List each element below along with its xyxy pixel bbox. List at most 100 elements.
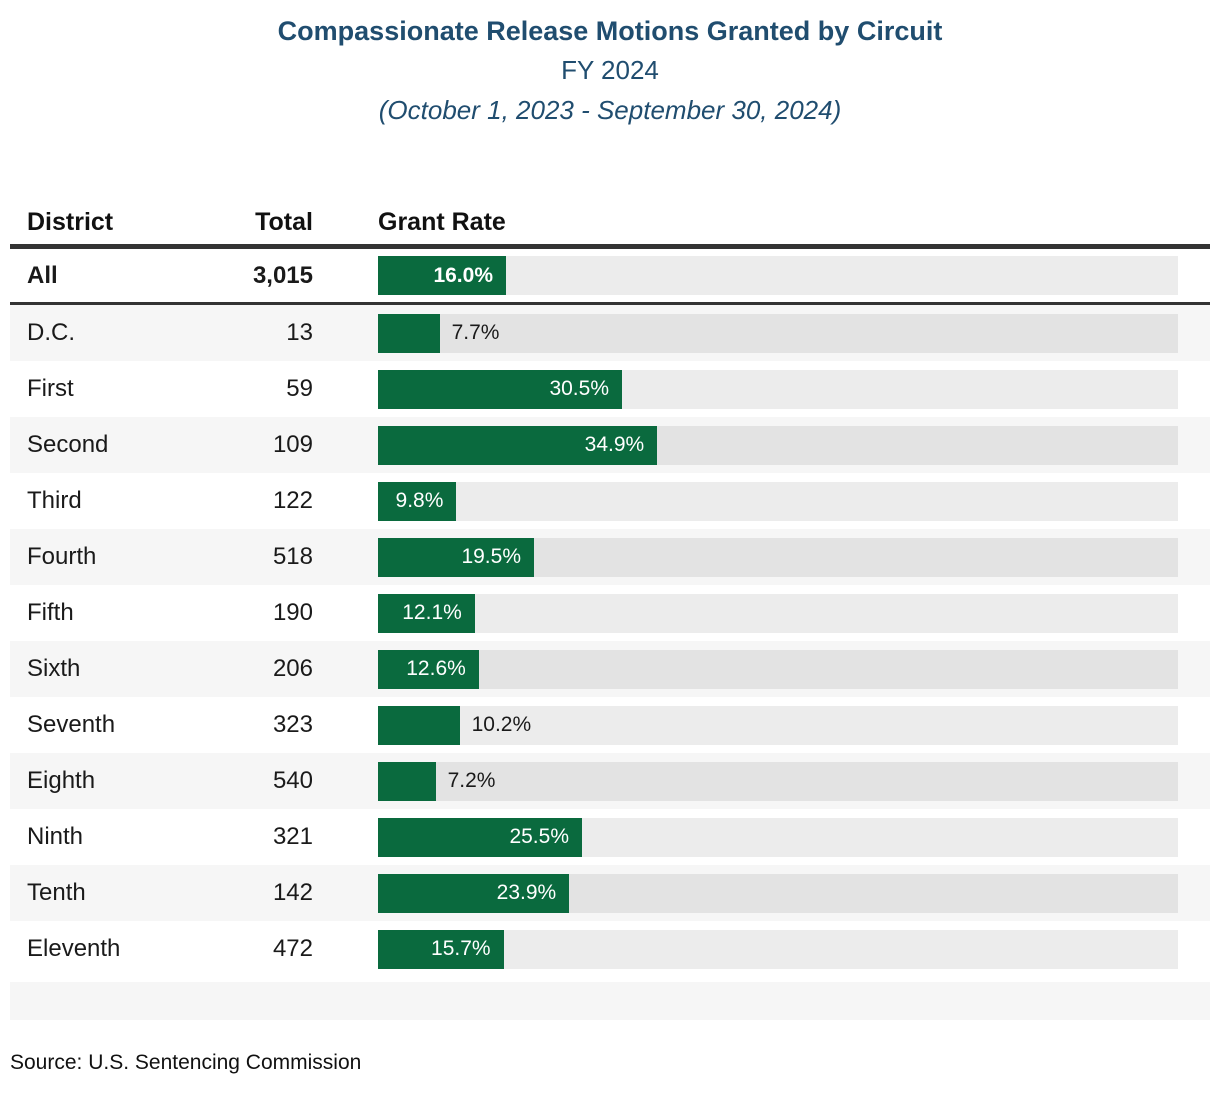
rate-label-outside: 10.2%	[471, 713, 532, 736]
rate-label-inside: 19.5%	[461, 545, 521, 568]
page-subtitle: FY 2024	[561, 55, 659, 85]
rate-cell: 19.5%	[313, 537, 1210, 577]
rate-bar: 9.8%	[378, 481, 457, 521]
table-row: Sixth 206 12.6%	[10, 641, 1210, 697]
district-cell: Seventh	[27, 711, 116, 738]
table-row: D.C. 13 7.7%	[10, 305, 1210, 361]
page-title: Compassionate Release Motions Granted by…	[277, 16, 943, 46]
rate-label-inside: 16.0%	[433, 263, 493, 287]
source-note: Source: U.S. Sentencing Commission	[10, 1051, 362, 1074]
table-row: Third 122 9.8%	[10, 473, 1210, 529]
rate-bar	[378, 313, 440, 353]
district-cell: D.C.	[27, 319, 75, 346]
rate-cell: 30.5%	[313, 369, 1210, 409]
total-cell: 142	[272, 879, 313, 906]
rate-cell: 12.6%	[313, 649, 1210, 689]
rate-cell: 9.8%	[313, 481, 1210, 521]
column-header-total: Total	[255, 208, 313, 236]
total-cell: 190	[272, 599, 313, 626]
total-cell: 323	[272, 711, 313, 738]
rate-cell: 10.2%	[313, 705, 1210, 745]
total-cell: 109	[272, 431, 313, 458]
table-header-row: District Total Grant Rate	[10, 186, 1210, 249]
rate-track: 23.9%	[378, 873, 1178, 913]
rate-cell: 7.7%	[313, 313, 1210, 353]
total-cell: 321	[272, 823, 313, 850]
rate-track: 25.5%	[378, 817, 1178, 857]
rate-track: 30.5%	[378, 369, 1178, 409]
total-cell: 518	[272, 543, 313, 570]
rate-track: 19.5%	[378, 537, 1178, 577]
district-cell: Fourth	[27, 543, 97, 570]
table-row: All 3,015 16.0%	[10, 249, 1210, 305]
chart-header: Compassionate Release Motions Granted by…	[0, 0, 1220, 126]
table-row: Fifth 190 12.1%	[10, 585, 1210, 641]
rate-bar: 23.9%	[378, 873, 570, 913]
rate-cell: 15.7%	[313, 929, 1210, 969]
rate-label-inside: 30.5%	[549, 377, 609, 400]
total-cell: 206	[272, 655, 313, 682]
table-row: First 59 30.5%	[10, 361, 1210, 417]
rate-label-inside: 23.9%	[496, 881, 557, 904]
rate-label-inside: 25.5%	[509, 825, 569, 848]
page-period: (October 1, 2023 - September 30, 2024)	[378, 95, 842, 125]
rate-cell: 23.9%	[313, 873, 1210, 913]
column-header-district: District	[27, 208, 114, 236]
circuit-table: District Total Grant Rate All 3,015 16.0…	[10, 186, 1210, 1020]
total-cell: 540	[272, 767, 313, 794]
rate-track: 12.1%	[378, 593, 1178, 633]
district-cell: Fifth	[27, 599, 74, 626]
rate-track: 15.7%	[378, 929, 1178, 969]
rate-label-outside: 7.2%	[447, 769, 496, 792]
total-cell: 472	[272, 935, 313, 962]
empty-row	[10, 982, 1210, 1020]
table-body: All 3,015 16.0% D.C. 13 7.7% First 59	[10, 249, 1210, 977]
rate-track: 16.0%	[378, 256, 1178, 295]
district-cell: All	[27, 261, 58, 289]
rate-track: 12.6%	[378, 649, 1178, 689]
table-row: Tenth 142 23.9%	[10, 865, 1210, 921]
table-row: Fourth 518 19.5%	[10, 529, 1210, 585]
district-cell: Sixth	[27, 655, 81, 682]
rate-track: 10.2%	[378, 705, 1178, 745]
rate-track: 7.7%	[378, 313, 1178, 353]
total-cell: 59	[286, 375, 313, 402]
table-row: Eighth 540 7.2%	[10, 753, 1210, 809]
table-row: Eleventh 472 15.7%	[10, 921, 1210, 977]
rate-bar: 30.5%	[378, 369, 622, 409]
rate-bar: 34.9%	[378, 425, 658, 465]
district-cell: Eighth	[27, 767, 96, 794]
rate-track: 34.9%	[378, 425, 1178, 465]
district-cell: First	[27, 375, 74, 402]
rate-cell: 12.1%	[313, 593, 1210, 633]
district-cell: Ninth	[27, 823, 84, 850]
rate-track: 7.2%	[378, 761, 1178, 801]
rate-bar: 15.7%	[378, 929, 504, 969]
rate-bar: 12.6%	[378, 649, 479, 689]
rate-label-inside: 34.9%	[584, 433, 645, 456]
district-cell: Third	[27, 487, 82, 514]
rate-bar	[378, 761, 436, 801]
rate-label-inside: 9.8%	[395, 489, 444, 512]
table-row: Ninth 321 25.5%	[10, 809, 1210, 865]
rate-label-inside: 12.6%	[406, 657, 466, 680]
total-cell: 122	[272, 487, 313, 514]
total-cell: 3,015	[252, 261, 313, 289]
column-header-grant-rate: Grant Rate	[378, 208, 506, 236]
rate-bar: 16.0%	[378, 256, 506, 295]
rate-track: 9.8%	[378, 481, 1178, 521]
district-cell: Eleventh	[27, 935, 121, 962]
rate-bar: 19.5%	[378, 537, 534, 577]
rate-bar	[378, 705, 460, 745]
table-row: Seventh 323 10.2%	[10, 697, 1210, 753]
rate-cell: 34.9%	[313, 425, 1210, 465]
total-cell: 13	[286, 319, 313, 346]
rate-cell: 25.5%	[313, 817, 1210, 857]
rate-label-inside: 15.7%	[431, 937, 491, 960]
rate-label-outside: 7.7%	[451, 321, 500, 344]
rate-label-inside: 12.1%	[402, 601, 462, 624]
rate-cell: 7.2%	[313, 761, 1210, 801]
district-cell: Tenth	[27, 879, 86, 906]
rate-bar: 25.5%	[378, 817, 582, 857]
